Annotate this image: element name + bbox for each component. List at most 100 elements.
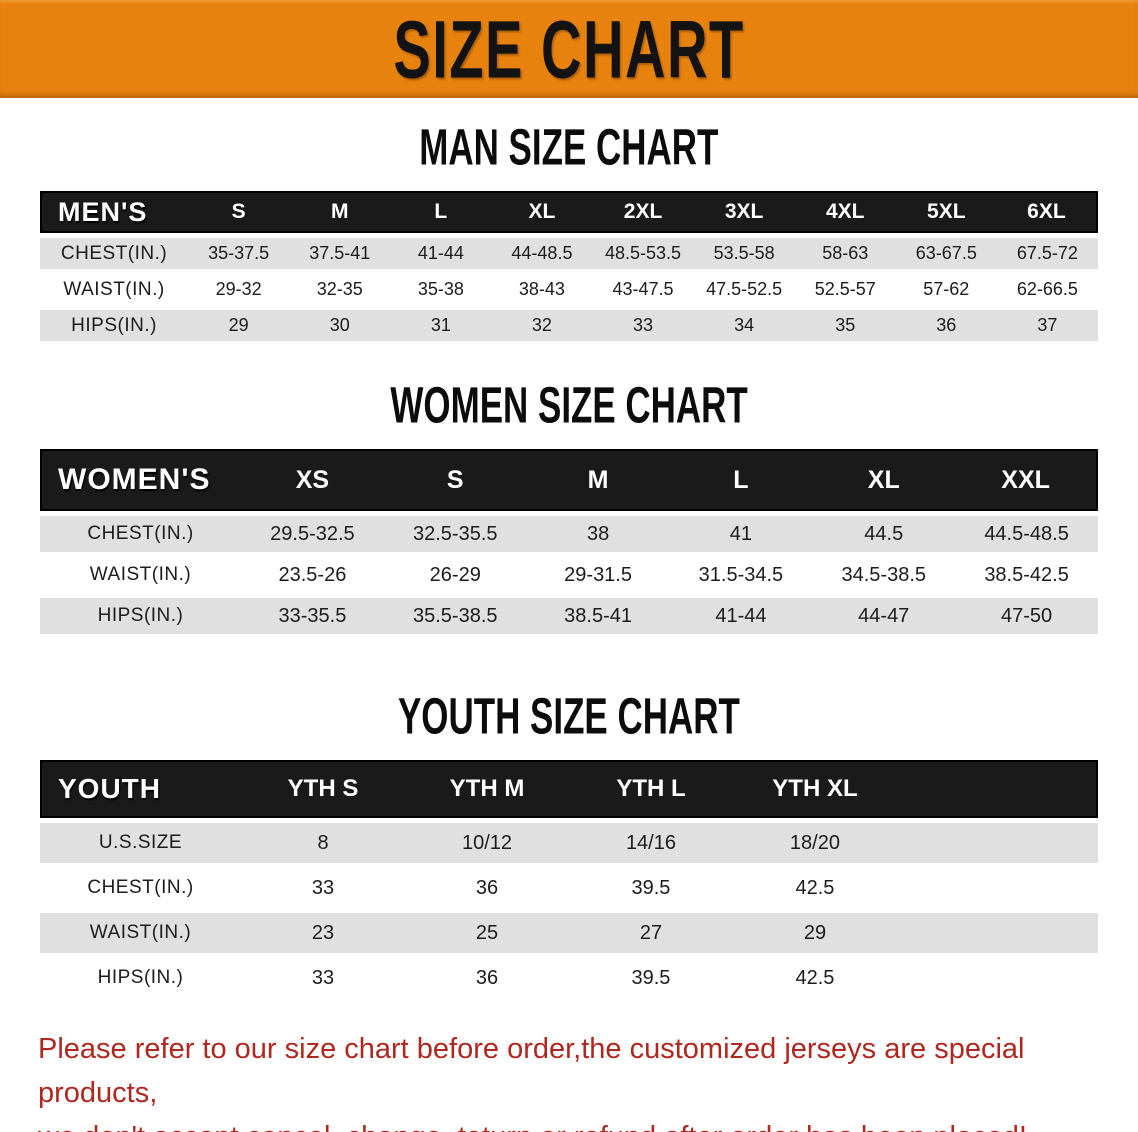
women-size-table: WOMEN'S XS S M L XL XXL CHEST(IN.) 29.5-32.5 32.5… [40,444,1098,639]
size-cell: 41-44 [669,598,813,634]
filler-cell [896,868,1098,908]
row-label: CHEST(IN.) [40,238,189,269]
header-filler-cell [896,760,1098,818]
size-column-header: YTH M [405,760,569,818]
size-cell: 29-31.5 [526,557,670,593]
filler-cell [896,958,1098,998]
row-label: WAIST(IN.) [40,557,242,593]
youth-table-wrap: YOUTH YTH S YTH M YTH L YTH XL U.S.SIZE 8 10/12… [40,755,1098,1003]
women-size-section: WOMEN SIZE CHART WOMEN'S XS S M L XL XXL CHEST(… [0,376,1138,639]
size-cell: 37.5-41 [289,238,391,269]
size-cell: 58-63 [794,238,896,269]
size-column-header: L [390,191,492,233]
size-cell: 39.5 [568,958,733,998]
size-cell: 42.5 [732,868,897,908]
size-cell: 32 [491,310,593,341]
size-cell: 25 [405,913,569,953]
size-cell: 41 [669,516,813,552]
size-column-header: XL [491,191,593,233]
size-cell: 35-38 [390,274,492,305]
size-column-header: XS [241,449,384,511]
table-corner-label: MEN'S [40,191,189,233]
size-cell: 39.5 [568,868,733,908]
size-cell: 14/16 [568,823,733,863]
size-cell: 48.5-53.5 [592,238,694,269]
header-row: MEN'S S M L XL 2XL 3XL 4XL 5XL 6XL [40,191,1098,233]
size-cell: 23.5-26 [241,557,384,593]
size-column-header: S [383,449,527,511]
banner-title: SIZE CHART [393,2,745,95]
size-cell: 35 [794,310,896,341]
size-cell: 33 [592,310,694,341]
filler-cell [896,823,1098,863]
size-column-header: YTH S [241,760,405,818]
row-label: WAIST(IN.) [40,274,189,305]
size-cell: 47-50 [955,598,1098,634]
size-cell: 38.5-42.5 [955,557,1098,593]
youth-size-table: YOUTH YTH S YTH M YTH L YTH XL U.S.SIZE 8 10/12… [40,755,1098,1003]
size-cell: 67.5-72 [996,238,1098,269]
size-cell: 29 [732,913,897,953]
size-cell: 29-32 [188,274,290,305]
size-column-header: 5XL [895,191,997,233]
size-cell: 33-35.5 [241,598,384,634]
size-cell: 41-44 [390,238,492,269]
table-row: WAIST(IN.) 29-32 32-35 35-38 38-43 43-47.5 47.… [40,274,1098,305]
size-cell: 62-66.5 [996,274,1098,305]
size-cell: 37 [996,310,1098,341]
size-cell: 33 [241,868,405,908]
size-column-header: 2XL [592,191,694,233]
size-cell: 34.5-38.5 [812,557,956,593]
size-cell: 29 [188,310,290,341]
size-cell: 30 [289,310,391,341]
size-cell: 33 [241,958,405,998]
size-cell: 32.5-35.5 [383,516,527,552]
size-column-header: 3XL [693,191,795,233]
size-cell: 23 [241,913,405,953]
table-row: U.S.SIZE 8 10/12 14/16 18/20 [40,823,1098,863]
table-row: HIPS(IN.) 29 30 31 32 33 34 35 36 37 [40,310,1098,341]
banner: SIZE CHART [0,0,1138,98]
size-column-header: S [188,191,290,233]
size-column-header: YTH L [568,760,733,818]
size-column-header: XL [812,449,956,511]
size-cell: 47.5-52.5 [693,274,795,305]
size-cell: 43-47.5 [592,274,694,305]
size-column-header: XXL [955,449,1098,511]
youth-size-section: YOUTH SIZE CHART YOUTH YTH S YTH M YTH L YTH… [0,687,1138,1003]
size-column-header: 6XL [996,191,1098,233]
row-label: CHEST(IN.) [40,516,242,552]
size-cell: 52.5-57 [794,274,896,305]
row-label: HIPS(IN.) [40,958,242,998]
disclaimer: Please refer to our size chart before or… [38,1027,1100,1132]
header-row: WOMEN'S XS S M L XL XXL [40,449,1098,511]
size-cell: 44-48.5 [491,238,593,269]
men-size-table: MEN'S S M L XL 2XL 3XL 4XL 5XL 6XL CHEST(IN.) 35-37… [40,186,1098,346]
row-label: CHEST(IN.) [40,868,242,908]
size-cell: 36 [405,958,569,998]
filler-cell [896,913,1098,953]
size-cell: 38-43 [491,274,593,305]
table-row: HIPS(IN.) 33-35.5 35.5-38.5 38.5-41 41-44 44-… [40,598,1098,634]
youth-section-title: YOUTH SIZE CHART [398,687,740,745]
size-cell: 53.5-58 [693,238,795,269]
size-cell: 36 [895,310,997,341]
size-cell: 44-47 [812,598,956,634]
size-cell: 27 [568,913,733,953]
table-row: CHEST(IN.) 33 36 39.5 42.5 [40,868,1098,908]
size-cell: 10/12 [405,823,569,863]
size-cell: 44.5 [812,516,956,552]
table-row: CHEST(IN.) 35-37.5 37.5-41 41-44 44-48.5 48.5… [40,238,1098,269]
women-table-wrap: WOMEN'S XS S M L XL XXL CHEST(IN.) 29.5-32.5 32.5… [40,444,1098,639]
header-row: YOUTH YTH S YTH M YTH L YTH XL [40,760,1098,818]
size-cell: 44.5-48.5 [955,516,1098,552]
size-cell: 34 [693,310,795,341]
women-section-title: WOMEN SIZE CHART [390,376,748,434]
size-cell: 31 [390,310,492,341]
table-row: CHEST(IN.) 29.5-32.5 32.5-35.5 38 41 44.5 44.5… [40,516,1098,552]
content: MAN SIZE CHART MEN'S S M L XL 2XL 3XL 4XL 5XL 6XL… [0,118,1138,1003]
row-label: HIPS(IN.) [40,310,189,341]
size-cell: 42.5 [732,958,897,998]
men-size-section: MAN SIZE CHART MEN'S S M L XL 2XL 3XL 4XL 5XL 6XL… [0,118,1138,346]
table-row: WAIST(IN.) 23.5-26 26-29 29-31.5 31.5-34.5 34… [40,557,1098,593]
